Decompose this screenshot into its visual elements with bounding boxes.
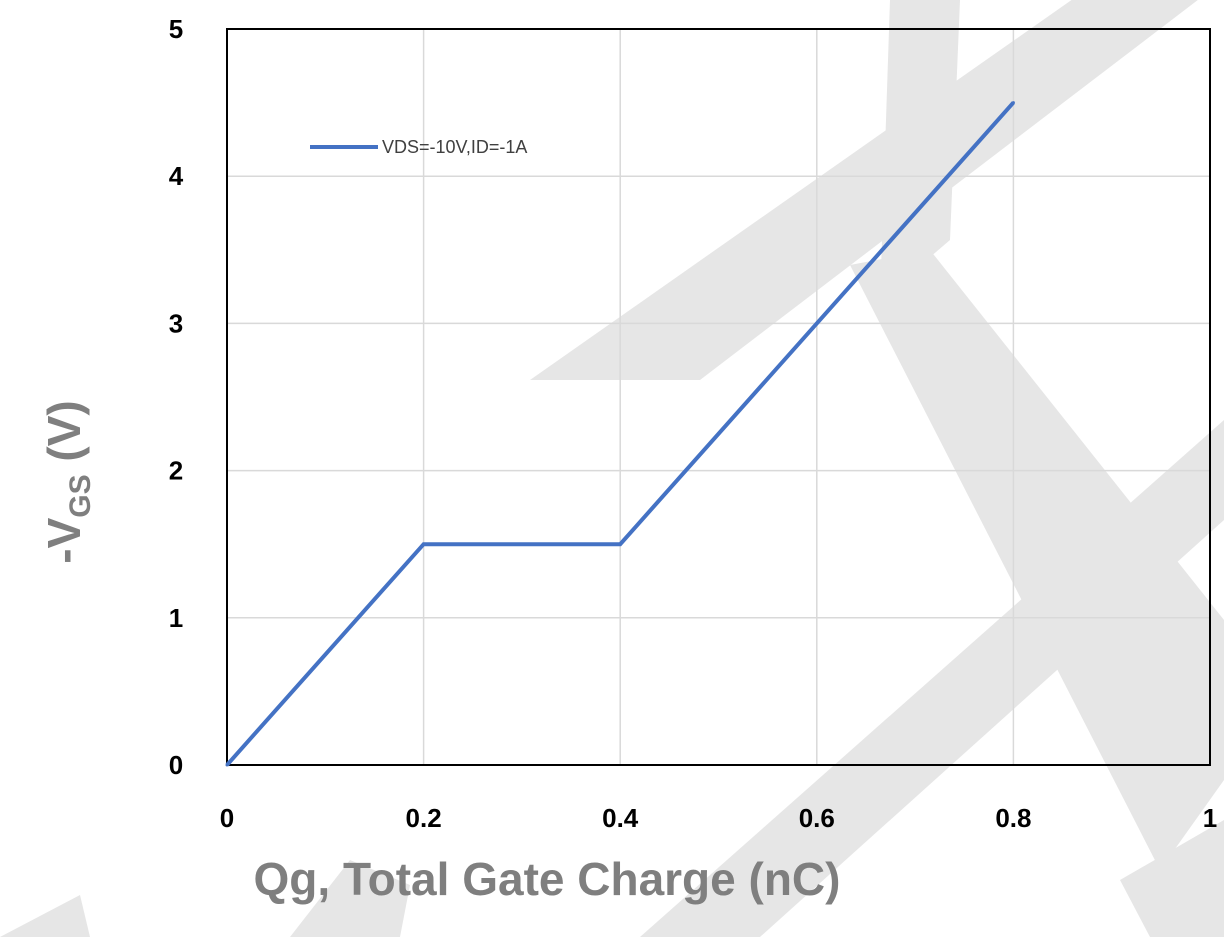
legend: VDS=-10V,ID=-1A — [310, 137, 527, 157]
x-axis-title: Qg, Total Gate Charge (nC) — [254, 853, 841, 905]
data-point — [225, 763, 229, 767]
y-tick-label: 1 — [169, 603, 183, 633]
data-point — [422, 542, 426, 546]
data-point — [815, 321, 819, 325]
y-tick-label: 5 — [169, 14, 183, 44]
x-tick-label: 0.4 — [602, 803, 639, 833]
x-tick-label: 1 — [1203, 803, 1217, 833]
x-tick-label: 0.6 — [799, 803, 835, 833]
y-axis-title: -VGS (V) — [38, 400, 97, 563]
legend-label: VDS=-10V,ID=-1A — [382, 137, 527, 157]
x-tick-labels: 0 0.2 0.4 0.6 0.8 1 — [220, 803, 1217, 833]
y-axis-title-subscript: GS — [64, 474, 97, 517]
x-tick-label: 0 — [220, 803, 234, 833]
y-tick-label: 4 — [169, 161, 184, 191]
x-tick-label: 0.2 — [406, 803, 442, 833]
y-tick-label: 0 — [169, 750, 183, 780]
y-tick-label: 2 — [169, 456, 183, 486]
y-tick-label: 3 — [169, 308, 183, 338]
y-axis-title-prefix: -V — [38, 517, 90, 563]
plot-frame — [226, 28, 1211, 766]
data-point — [618, 542, 622, 546]
series-layer — [225, 101, 1015, 767]
y-tick-labels: 0 1 2 3 4 5 — [169, 14, 184, 780]
data-point — [1011, 101, 1015, 105]
y-axis-title-suffix: (V) — [38, 400, 90, 474]
x-tick-label: 0.8 — [995, 803, 1031, 833]
